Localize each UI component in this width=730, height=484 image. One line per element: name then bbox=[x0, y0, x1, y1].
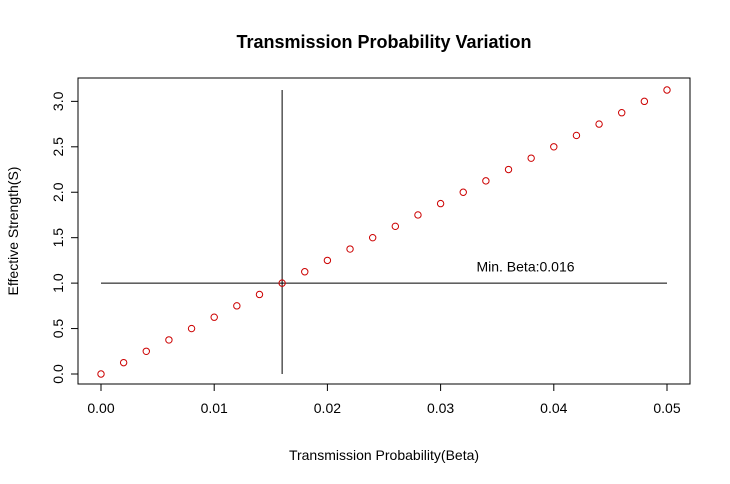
data-point bbox=[640, 97, 649, 106]
x-axis: 0.00 0.01 0.02 0.03 0.04 0.05 bbox=[87, 383, 681, 416]
x-tick-label: 0.05 bbox=[653, 400, 680, 416]
y-axis: 0.0 0.5 1.0 1.5 2.0 2.5 3.0 bbox=[50, 91, 79, 384]
data-point bbox=[595, 120, 603, 128]
data-point bbox=[527, 154, 535, 162]
data-point bbox=[414, 211, 422, 219]
data-point bbox=[436, 199, 445, 208]
chart-title: Transmission Probability Variation bbox=[236, 32, 531, 52]
data-point bbox=[572, 131, 581, 140]
y-tick-label: 1.5 bbox=[50, 228, 66, 248]
data-point bbox=[255, 290, 264, 299]
min-beta-annotation: Min. Beta:0.016 bbox=[476, 258, 574, 274]
y-tick-label: 2.0 bbox=[50, 182, 66, 202]
data-point bbox=[119, 358, 128, 367]
data-points bbox=[97, 86, 671, 378]
data-point bbox=[346, 245, 354, 253]
x-axis-label: Transmission Probability(Beta) bbox=[289, 447, 479, 463]
data-point bbox=[165, 336, 173, 344]
data-point bbox=[504, 165, 513, 174]
data-point bbox=[368, 233, 377, 242]
x-tick-label: 0.00 bbox=[87, 400, 114, 416]
x-tick-label: 0.04 bbox=[540, 400, 567, 416]
data-point bbox=[550, 143, 558, 151]
data-point bbox=[210, 313, 218, 321]
data-point bbox=[482, 177, 490, 185]
x-tick-label: 0.02 bbox=[314, 400, 341, 416]
data-point bbox=[233, 302, 241, 310]
plot-area-border bbox=[77, 77, 691, 385]
x-tick-label: 0.01 bbox=[201, 400, 228, 416]
data-point bbox=[459, 188, 467, 196]
data-point bbox=[663, 86, 671, 94]
data-point bbox=[187, 324, 196, 333]
y-tick-label: 2.5 bbox=[50, 137, 66, 157]
data-point bbox=[301, 268, 309, 276]
data-point bbox=[391, 222, 400, 231]
reference-lines bbox=[101, 90, 667, 374]
y-tick-label: 0.5 bbox=[50, 319, 66, 339]
data-point bbox=[323, 256, 332, 265]
data-point bbox=[142, 347, 150, 355]
y-tick-label: 0.0 bbox=[50, 364, 66, 384]
y-tick-label: 3.0 bbox=[50, 91, 66, 111]
x-tick-label: 0.03 bbox=[427, 400, 454, 416]
y-tick-label: 1.0 bbox=[50, 273, 66, 293]
y-axis-label: Effective Strength(S) bbox=[5, 167, 21, 296]
data-point bbox=[618, 109, 626, 117]
data-point bbox=[97, 370, 105, 378]
data-point bbox=[278, 279, 286, 287]
